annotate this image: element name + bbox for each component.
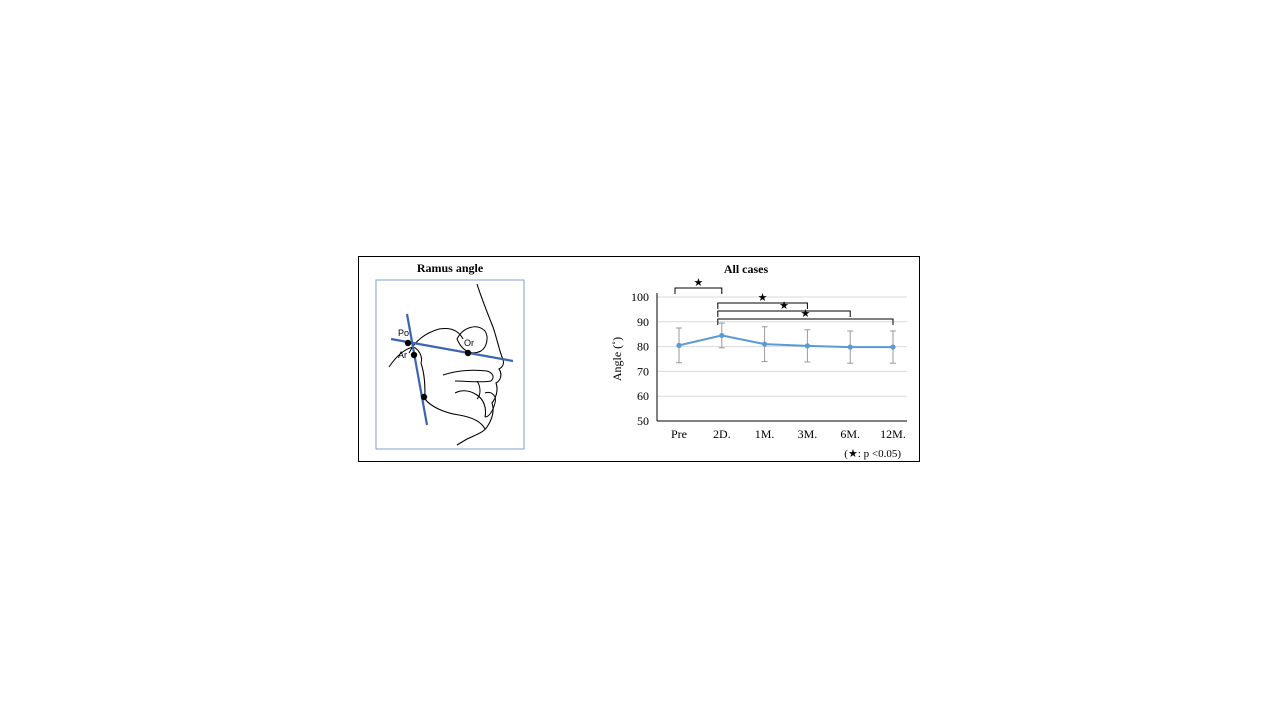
x-tick-label: 2D. — [713, 427, 731, 441]
data-point — [676, 342, 682, 348]
data-point — [890, 344, 896, 350]
skull-outline — [456, 283, 504, 446]
x-tick-label: Pre — [671, 427, 687, 441]
line-chart: All cases Angle (˚) 50 60 70 80 90 100 Pre 2D. 1… — [610, 262, 907, 460]
y-tick-label: 60 — [637, 389, 649, 403]
significance-layer: ★ ★ ★ ★ — [674, 277, 894, 325]
data-point — [719, 332, 725, 339]
ar-point — [410, 351, 418, 359]
y-tick-label: 90 — [637, 315, 649, 329]
or-label: Or — [464, 338, 474, 348]
significance-star: ★ — [779, 300, 789, 312]
y-axis-label: Angle (˚) — [610, 337, 624, 381]
or-point — [464, 349, 472, 357]
tracing-frame — [375, 279, 525, 450]
series-line — [678, 334, 893, 349]
teeth-outline — [476, 380, 496, 418]
y-tick-label: 70 — [637, 364, 649, 378]
data-point — [847, 344, 853, 350]
panel-title: Ramus angle — [416, 261, 484, 275]
significance-bracket — [717, 310, 851, 317]
x-tick-label: 12M. — [880, 427, 906, 441]
significance-star: ★ — [758, 292, 768, 304]
significance-star: ★ — [693, 277, 703, 289]
data-point — [762, 341, 768, 347]
x-tick-label: 3M. — [798, 427, 818, 441]
ramus-plane-line — [405, 313, 429, 426]
x-tick-label: 1M. — [755, 427, 775, 441]
x-tick-label: 6M. — [840, 427, 860, 441]
ar-label: Ar — [398, 350, 407, 360]
mandible-outline — [420, 362, 487, 430]
series-layer — [676, 322, 896, 364]
y-tick-label: 80 — [637, 340, 649, 354]
maxilla-outline — [442, 369, 494, 383]
significance-note: (★: p <0.05) — [844, 448, 901, 460]
y-tick-label: 100 — [631, 290, 649, 304]
gonion-point — [420, 393, 428, 401]
chart-title: All cases — [724, 262, 769, 276]
figure-frame: Ramus angle Po Ar Or All cases Angle — [358, 256, 920, 462]
all-cases-panel: All cases Angle (˚) 50 60 70 80 90 100 Pre 2D. 1… — [549, 257, 921, 463]
significance-star: ★ — [800, 308, 810, 320]
data-point — [804, 343, 810, 349]
significance-bracket — [674, 287, 723, 294]
po-point — [404, 339, 412, 347]
grid-layer — [657, 296, 907, 397]
po-label: Po — [398, 328, 409, 338]
ramus-angle-panel: Ramus angle Po Ar Or — [359, 257, 549, 463]
significance-bracket — [717, 318, 894, 325]
significance-bracket — [717, 302, 808, 309]
axis-layer: 50 60 70 80 90 100 Pre 2D. 1M. 3M. 6M. 12M. — [631, 290, 907, 441]
y-tick-label: 50 — [637, 414, 649, 428]
cephalometric-tracing: Po Ar Or — [375, 279, 525, 450]
